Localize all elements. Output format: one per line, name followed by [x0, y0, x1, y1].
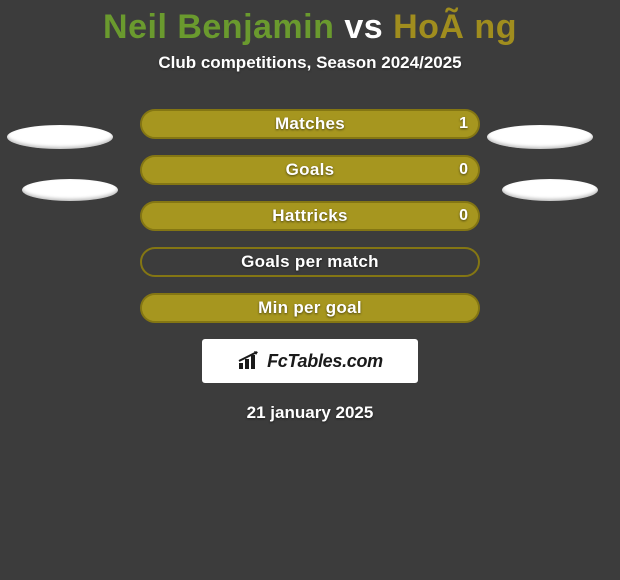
stat-label: Goals per match — [142, 249, 478, 275]
vs-text: vs — [344, 8, 383, 46]
bars-icon — [237, 351, 263, 371]
stat-label: Hattricks — [142, 203, 478, 229]
stat-value-right: 1 — [459, 111, 468, 137]
player-marker-ellipse — [502, 179, 598, 201]
stat-label: Min per goal — [142, 295, 478, 321]
player1-name: Neil Benjamin — [103, 8, 334, 46]
stat-row: Hattricks0 — [140, 201, 480, 231]
stat-row: Goals0 — [140, 155, 480, 185]
stat-label: Goals — [142, 157, 478, 183]
date-line: 21 january 2025 — [0, 403, 620, 423]
brand-badge: FcTables.com — [202, 339, 418, 383]
subtitle: Club competitions, Season 2024/2025 — [0, 53, 620, 73]
stat-row: Matches1 — [140, 109, 480, 139]
stat-row: Goals per match — [140, 247, 480, 277]
player2-name: HoÃ ng — [393, 8, 517, 46]
stat-label: Matches — [142, 111, 478, 137]
stat-row: Min per goal — [140, 293, 480, 323]
stat-value-right: 0 — [459, 203, 468, 229]
page-title: Neil Benjamin vs HoÃ ng — [0, 0, 620, 47]
player-marker-ellipse — [487, 125, 593, 149]
player-marker-ellipse — [7, 125, 113, 149]
stat-value-right: 0 — [459, 157, 468, 183]
player-marker-ellipse — [22, 179, 118, 201]
brand-text: FcTables.com — [267, 351, 383, 372]
